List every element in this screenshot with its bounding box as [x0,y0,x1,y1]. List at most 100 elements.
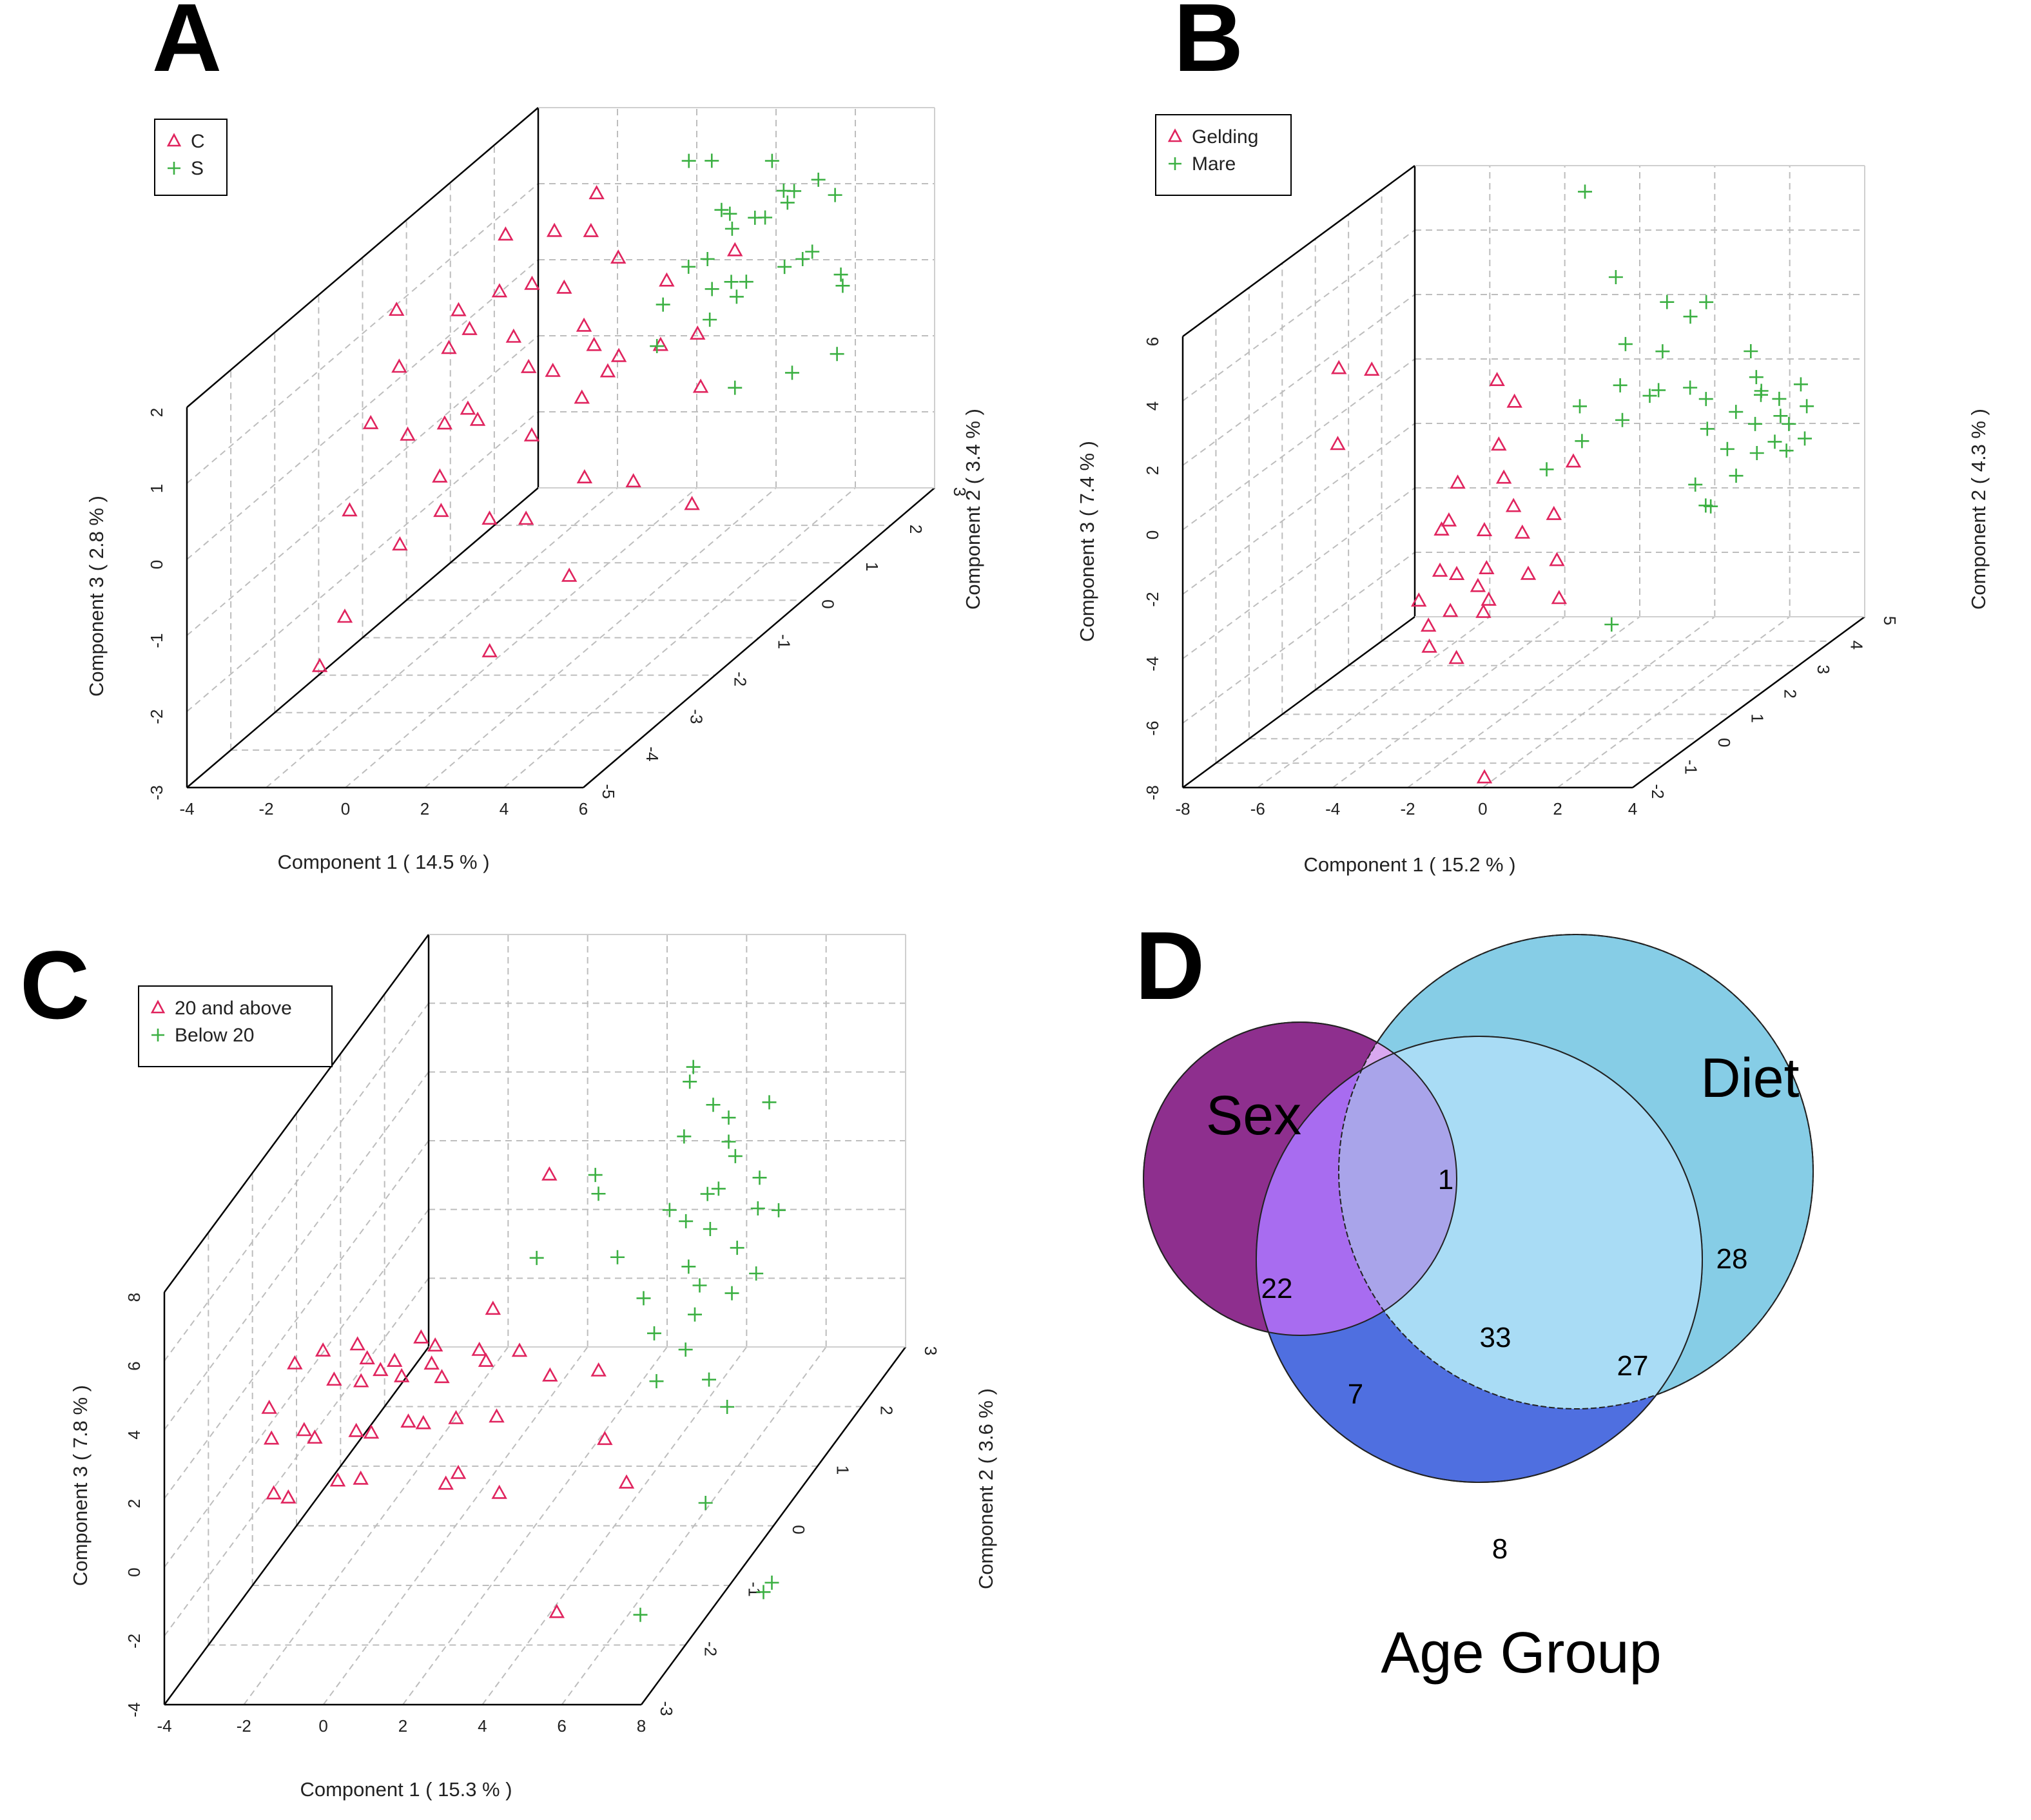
axis-frame [1181,164,1865,789]
gridline [402,1346,668,1705]
data-point [700,251,715,266]
data-point [730,1241,744,1255]
z-tick-label: 6 [124,1361,144,1370]
panel-letter: A [152,0,222,92]
x-tick-label: 6 [579,799,588,818]
data-point [659,272,675,287]
data-point [677,1129,692,1144]
x-tick-label: -2 [258,799,273,818]
back-frame [429,934,906,1348]
data-point [1546,505,1562,520]
x-axis-label: Component 1 ( 15.3 % ) [300,1778,512,1801]
y-tick-label: -1 [745,1582,764,1596]
z-tick-label: 0 [147,560,166,569]
data-point [703,1222,717,1236]
data-point [1698,498,1713,513]
legend-label: Gelding [1192,126,1258,148]
data-point [1683,309,1698,324]
data-point [1479,559,1495,574]
top-left-edge [163,934,430,1293]
data-point [388,302,405,316]
data-point [721,1134,736,1149]
data-point [711,1181,726,1196]
data-point [349,1336,365,1351]
data-point [590,1362,607,1377]
data-point [1767,434,1782,449]
x-tick-label: -4 [157,1716,171,1736]
data-point [469,411,486,426]
data-point [1772,391,1787,406]
y-tick-label: -2 [730,672,750,686]
data-point [491,1484,507,1499]
data-point [724,1286,739,1301]
y-tick-label: 0 [819,599,838,608]
data-point [714,202,729,217]
data-point [546,222,563,237]
data-point [1642,389,1657,403]
data-point [524,275,540,290]
y-axis-line [1632,615,1865,789]
z-tick-label: 1 [147,484,166,493]
y-tick-label: -1 [775,634,794,649]
data-point [450,1464,467,1479]
data-point [1749,446,1764,460]
y-tick-label: 3 [950,487,969,496]
series-triangle [261,1166,635,1618]
x-tick-label: -4 [1325,799,1340,818]
legend: Gelding Mare [1155,114,1292,196]
panel-d: D [1015,911,2031,1817]
x-tick-label: 6 [557,1716,566,1736]
data-point [1505,498,1522,512]
data-point [1793,377,1808,392]
data-point [576,469,593,483]
floor-left-edge [1182,615,1415,789]
data-point [280,1489,296,1504]
data-point [610,249,627,264]
data-point [1729,405,1744,420]
gridline [164,1003,429,1362]
data-point [1749,370,1764,385]
data-point [1441,512,1457,527]
data-point [1410,592,1427,607]
scatter-3d-b: B -8 -6 -4 -2 0 2 4 -2 -1 0 1 2 3 4 5 -8 -6 -4 -2 0 2 4 6 Compon… [1076,0,1990,876]
series-triangle [311,185,743,672]
y-tick-label: 2 [906,525,926,534]
data-point [1565,453,1582,468]
data-point [353,1470,369,1485]
gridline [186,335,539,636]
data-point [702,1372,716,1387]
y-tick-label: -5 [599,784,618,799]
data-point [756,1585,771,1600]
data-point [427,1337,443,1352]
panel-a: A -4 -2 0 2 4 6 -5 -4 -3 -2 -1 0 1 2 3 -3 -2 -1 0 1 2 Componen… [0,0,1015,915]
data-point [591,1186,606,1201]
data-point [576,317,592,332]
gridline [164,1071,429,1430]
data-point [1688,477,1703,492]
data-point [1578,184,1593,199]
gridlines [1182,165,1865,788]
venn-circles [1143,934,1814,1483]
sex-set-label: Sex [1206,1085,1301,1147]
x-tick-label: 0 [318,1716,327,1736]
data-point [1432,562,1448,577]
data-point [662,1203,677,1217]
data-point [1495,469,1512,484]
z-tick-label: 4 [124,1430,144,1439]
data-point [1489,372,1505,387]
gridline [1407,616,1640,788]
data-point [1331,360,1347,374]
data-point [315,1342,331,1357]
data-point [329,1472,346,1487]
data-point [359,1350,375,1364]
data-point [748,210,763,225]
data-point [434,1369,450,1384]
z-axis-label: Component 3 ( 7.8 % ) [69,1385,92,1586]
data-point [462,320,478,335]
z-tick-label: 0 [124,1567,144,1576]
gridline [424,487,777,788]
z-tick-label: -6 [1143,721,1162,735]
data-point [1470,577,1486,592]
data-point [1615,412,1630,427]
data-point [692,1278,707,1293]
